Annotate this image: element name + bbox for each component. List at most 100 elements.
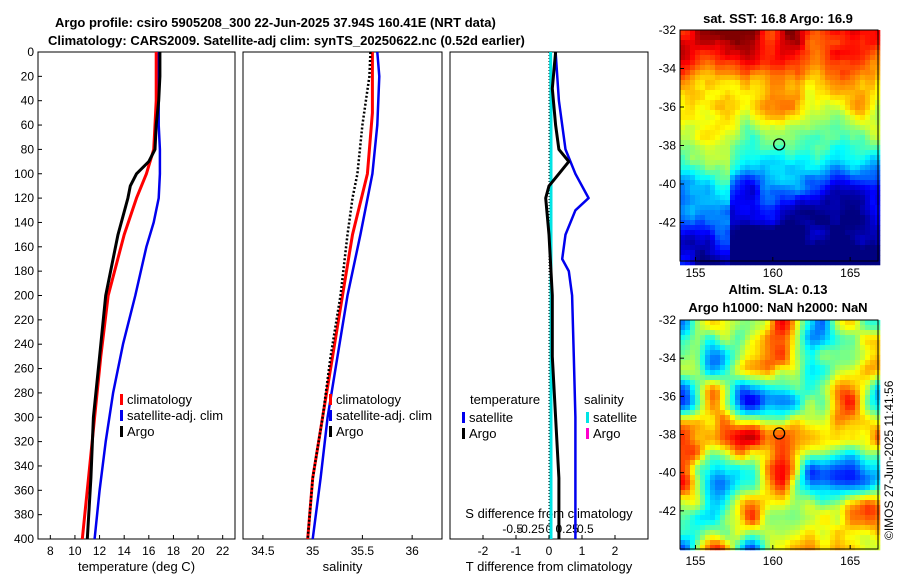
map-cell <box>810 395 816 401</box>
map-cell <box>735 185 741 191</box>
map-cell <box>755 365 761 371</box>
map-cell <box>850 30 856 36</box>
map-cell <box>735 245 741 251</box>
map-cell <box>825 345 831 351</box>
map-cell <box>795 500 801 506</box>
map-cell <box>870 250 876 256</box>
map-cell <box>770 320 776 326</box>
map-cell <box>790 85 796 91</box>
map-cell <box>720 190 726 196</box>
map-cell <box>680 345 686 351</box>
map-cell <box>820 230 826 236</box>
map-cell <box>745 345 751 351</box>
map-cell <box>720 350 726 356</box>
map-cell <box>725 365 731 371</box>
map-cell <box>840 255 846 261</box>
map-cell <box>800 405 806 411</box>
map-cell <box>785 90 791 96</box>
map-cell <box>755 240 761 246</box>
map-cell <box>760 125 766 131</box>
map-cell <box>730 260 736 266</box>
map-cell <box>750 400 756 406</box>
map-cell <box>700 395 706 401</box>
map-cell <box>855 225 861 231</box>
map-cell <box>735 235 741 241</box>
x-tick-label: 20 <box>191 544 205 558</box>
map-cell <box>695 225 701 231</box>
map-cell <box>795 150 801 156</box>
map-cell <box>750 145 756 151</box>
map-cell <box>865 260 871 266</box>
map-cell <box>830 240 836 246</box>
map-cell <box>835 180 841 186</box>
map-cell <box>835 75 841 81</box>
map-cell <box>840 475 846 481</box>
map-cell <box>690 425 696 431</box>
map-cell <box>690 160 696 166</box>
map-cell <box>790 50 796 56</box>
map-cell <box>695 515 701 521</box>
map-cell <box>740 250 746 256</box>
map-cell <box>820 370 826 376</box>
map-cell <box>835 145 841 151</box>
map-cell <box>860 490 866 496</box>
map-cell <box>705 525 711 531</box>
map-cell <box>750 395 756 401</box>
map-cell <box>840 260 846 266</box>
map-cell <box>820 340 826 346</box>
map-cell <box>710 515 716 521</box>
map-cell <box>735 200 741 206</box>
map-cell <box>795 230 801 236</box>
map-cell <box>695 165 701 171</box>
map-cell <box>760 110 766 116</box>
map-cell <box>830 390 836 396</box>
map-cell <box>765 430 771 436</box>
map-cell <box>810 485 816 491</box>
map-cell <box>840 365 846 371</box>
map-cell <box>680 530 686 536</box>
map-cell <box>695 180 701 186</box>
map-cell <box>815 150 821 156</box>
map-cell <box>855 450 861 456</box>
map-cell <box>815 380 821 386</box>
map-cell <box>745 375 751 381</box>
map-cell <box>735 30 741 36</box>
map-cell <box>865 65 871 71</box>
map-cell <box>845 230 851 236</box>
map-cell <box>785 520 791 526</box>
map-cell <box>695 170 701 176</box>
map-cell <box>715 230 721 236</box>
map-cell <box>810 495 816 501</box>
map-cell <box>780 330 786 336</box>
map-cell <box>690 185 696 191</box>
map-cell <box>710 200 716 206</box>
map-cell <box>815 330 821 336</box>
map-cell <box>690 100 696 106</box>
map-cell <box>715 95 721 101</box>
map-cell <box>700 480 706 486</box>
map-cell <box>760 35 766 41</box>
map-cell <box>825 80 831 86</box>
map-cell <box>810 540 816 546</box>
map-cell <box>725 460 731 466</box>
map-cell <box>790 110 796 116</box>
map-cell <box>740 75 746 81</box>
map-cell <box>775 435 781 441</box>
map-cell <box>810 425 816 431</box>
map-cell <box>845 505 851 511</box>
map-cell <box>750 30 756 36</box>
map-cell <box>835 370 841 376</box>
map-cell <box>855 45 861 51</box>
map-cell <box>680 45 686 51</box>
map-cell <box>685 455 691 461</box>
map-cell <box>780 50 786 56</box>
map-cell <box>850 450 856 456</box>
map-cell <box>860 135 866 141</box>
map-cell <box>850 385 856 391</box>
map-cell <box>825 380 831 386</box>
map-cell <box>790 120 796 126</box>
map-cell <box>845 545 851 551</box>
map-cell <box>770 330 776 336</box>
map-cell <box>710 190 716 196</box>
map-cell <box>750 125 756 131</box>
